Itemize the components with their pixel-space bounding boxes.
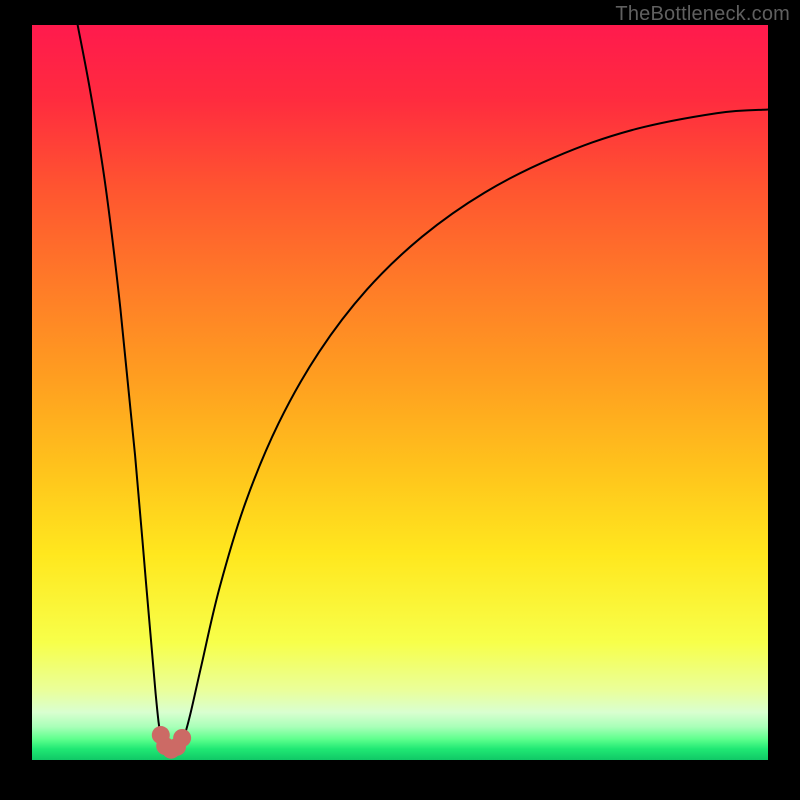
watermark-text: TheBottleneck.com xyxy=(615,3,790,26)
plot-background xyxy=(32,25,768,760)
notch-marker xyxy=(173,729,191,747)
chart-container: TheBottleneck.com xyxy=(0,0,800,800)
bottleneck-chart xyxy=(0,0,800,800)
